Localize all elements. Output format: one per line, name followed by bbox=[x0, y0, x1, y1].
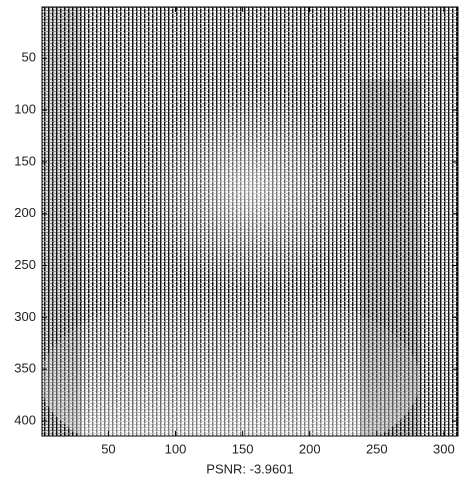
y-tick-label: 350 bbox=[14, 361, 36, 376]
y-tick-label: 400 bbox=[14, 412, 36, 427]
x-tick-label: 300 bbox=[433, 441, 455, 456]
y-tick-label: 100 bbox=[14, 102, 36, 117]
image bbox=[40, 7, 458, 470]
axes-box bbox=[41, 6, 459, 437]
y-tick-label: 250 bbox=[14, 257, 36, 272]
x-tick-label: 200 bbox=[299, 441, 321, 456]
x-tick-label: 250 bbox=[366, 441, 388, 456]
x-tick-label: 150 bbox=[232, 441, 254, 456]
x-axis-label: PSNR: -3.9601 bbox=[206, 461, 293, 476]
y-tick-label: 50 bbox=[22, 50, 36, 65]
x-tick-label: 100 bbox=[165, 441, 187, 456]
y-tick-label: 300 bbox=[14, 309, 36, 324]
y-tick-label: 200 bbox=[14, 205, 36, 220]
x-tick-label: 50 bbox=[101, 441, 115, 456]
y-tick-label: 150 bbox=[14, 153, 36, 168]
